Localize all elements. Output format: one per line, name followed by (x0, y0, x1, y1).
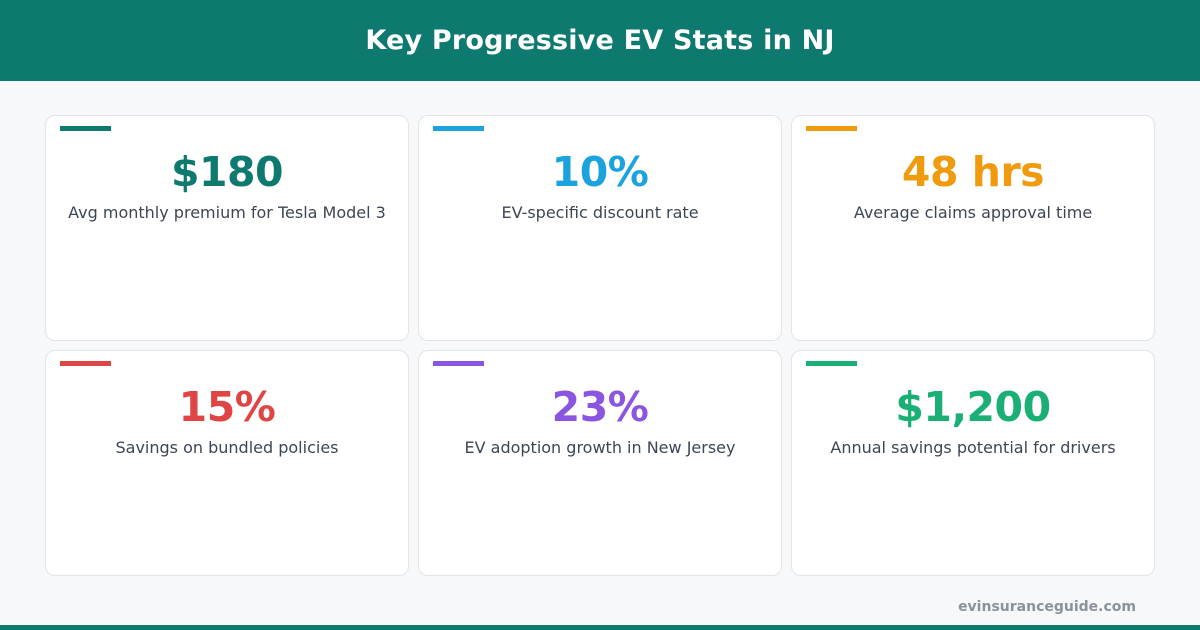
stats-grid: $180 Avg monthly premium for Tesla Model… (45, 115, 1155, 576)
stat-label: Avg monthly premium for Tesla Model 3 (68, 203, 386, 222)
stat-value: $1,200 (895, 383, 1051, 431)
stat-label: EV adoption growth in New Jersey (464, 438, 736, 457)
stat-value: 10% (551, 148, 649, 196)
card-accent-bar (433, 126, 484, 131)
card-accent-bar (433, 361, 484, 366)
stat-card: $1,200 Annual savings potential for driv… (791, 350, 1155, 576)
stat-value: 15% (178, 383, 276, 431)
stat-card: 10% EV-specific discount rate (418, 115, 782, 341)
stat-label: Annual savings potential for drivers (830, 438, 1116, 457)
stat-value: 48 hrs (901, 148, 1045, 196)
card-accent-bar (806, 361, 857, 366)
card-accent-bar (806, 126, 857, 131)
stat-card: 48 hrs Average claims approval time (791, 115, 1155, 341)
stat-label: Average claims approval time (853, 203, 1093, 222)
stat-label: Savings on bundled policies (115, 438, 339, 457)
page-title: Key Progressive EV Stats in NJ (365, 25, 835, 56)
stat-card: 15% Savings on bundled policies (45, 350, 409, 576)
site-url: evinsuranceguide.com (958, 599, 1136, 615)
stat-label: EV-specific discount rate (501, 203, 699, 222)
stat-value: 23% (551, 383, 649, 431)
stat-value: $180 (170, 148, 284, 196)
card-accent-bar (60, 126, 111, 131)
header-banner: Key Progressive EV Stats in NJ (0, 0, 1200, 81)
stat-card: 23% EV adoption growth in New Jersey (418, 350, 782, 576)
card-accent-bar (60, 361, 111, 366)
stat-card: $180 Avg monthly premium for Tesla Model… (45, 115, 409, 341)
bottom-accent-bar (0, 625, 1200, 630)
